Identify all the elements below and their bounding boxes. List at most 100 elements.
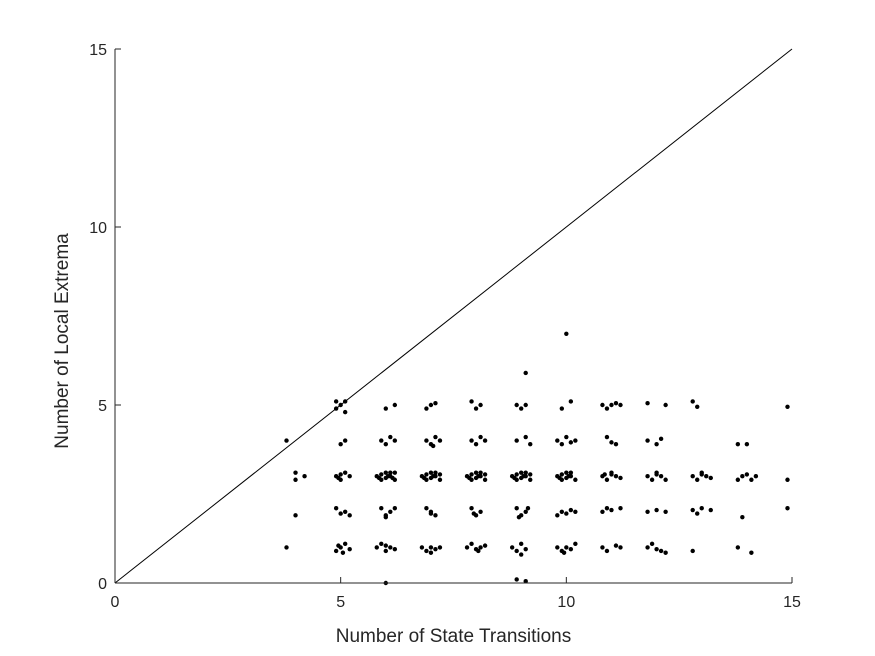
data-point	[555, 513, 560, 518]
data-point	[663, 477, 668, 482]
data-point	[433, 434, 438, 440]
axes-layer: 0 5 10 15 0 5 10 15	[89, 42, 801, 611]
data-point	[293, 477, 298, 482]
data-point	[740, 474, 745, 479]
data-point	[333, 506, 339, 511]
data-point	[618, 475, 623, 481]
data-point	[385, 474, 391, 479]
data-point	[342, 470, 348, 475]
data-point	[654, 507, 659, 513]
data-point	[340, 550, 346, 555]
data-point	[342, 509, 348, 514]
data-point	[424, 406, 429, 411]
y-tick-label: 5	[98, 398, 107, 415]
data-point	[478, 509, 483, 514]
data-point	[523, 402, 528, 408]
data-point	[383, 548, 388, 554]
data-point	[293, 470, 298, 475]
data-point	[568, 440, 574, 445]
data-point	[604, 548, 610, 554]
data-point	[383, 470, 388, 475]
data-point	[342, 409, 348, 415]
data-point	[735, 477, 741, 482]
data-point	[392, 546, 398, 552]
data-point	[433, 401, 438, 406]
data-point	[557, 475, 562, 481]
data-point	[613, 543, 619, 548]
data-point	[618, 545, 623, 550]
data-point	[708, 475, 713, 481]
data-point	[654, 441, 659, 447]
data-point	[740, 514, 745, 520]
data-point	[428, 545, 434, 550]
data-point	[469, 541, 474, 547]
data-point	[744, 472, 750, 477]
data-point	[284, 438, 289, 443]
data-point	[704, 474, 709, 479]
data-point	[430, 443, 436, 449]
data-point	[519, 406, 524, 411]
data-point	[645, 401, 650, 406]
data-point	[482, 477, 488, 482]
data-point	[516, 514, 522, 520]
data-point	[521, 474, 526, 479]
data-point	[573, 438, 578, 443]
data-point	[568, 507, 574, 513]
data-point	[559, 472, 565, 477]
data-point	[392, 438, 398, 443]
data-point	[600, 545, 605, 550]
data-point	[645, 509, 650, 514]
data-point	[663, 550, 668, 555]
data-point	[564, 434, 569, 440]
data-point	[379, 541, 384, 547]
data-point	[609, 402, 614, 408]
data-point	[469, 472, 474, 477]
data-point	[600, 402, 605, 408]
data-point	[604, 434, 610, 440]
reference-line-layer	[114, 48, 793, 584]
y-axis-label: Number of Local Extrema	[52, 233, 73, 449]
x-tick-label: 15	[783, 594, 801, 611]
data-point	[514, 472, 519, 477]
data-point	[376, 475, 382, 481]
data-point	[514, 506, 519, 511]
data-point	[514, 438, 519, 443]
data-point	[392, 402, 398, 408]
data-point	[473, 441, 479, 447]
data-point	[525, 506, 531, 511]
data-point	[430, 474, 436, 479]
data-point	[428, 550, 434, 555]
data-point	[658, 548, 664, 554]
data-point	[649, 541, 655, 547]
data-point	[478, 470, 483, 475]
data-point	[564, 331, 569, 336]
data-point	[645, 474, 650, 479]
data-point	[604, 477, 610, 482]
data-point	[519, 552, 524, 557]
data-point	[433, 513, 438, 518]
data-point	[654, 546, 659, 552]
data-point	[379, 438, 384, 443]
data-point	[519, 541, 524, 547]
data-point	[388, 509, 393, 514]
data-point	[561, 550, 567, 555]
data-point	[699, 472, 704, 477]
data-point	[424, 472, 429, 477]
data-point	[478, 434, 483, 440]
y-tick-label: 0	[98, 576, 107, 593]
data-point	[559, 441, 565, 447]
data-point	[424, 548, 429, 554]
x-axis-label: Number of State Transitions	[336, 626, 572, 647]
data-point	[338, 441, 343, 447]
data-point	[379, 506, 384, 511]
data-point	[663, 509, 668, 514]
data-point	[604, 506, 610, 511]
data-point	[658, 474, 664, 479]
data-point	[514, 402, 519, 408]
data-point	[473, 470, 479, 475]
data-point	[471, 511, 477, 516]
data-point	[559, 406, 565, 411]
data-point	[383, 514, 388, 520]
y-tick-label: 10	[89, 220, 107, 237]
data-point	[342, 541, 348, 547]
